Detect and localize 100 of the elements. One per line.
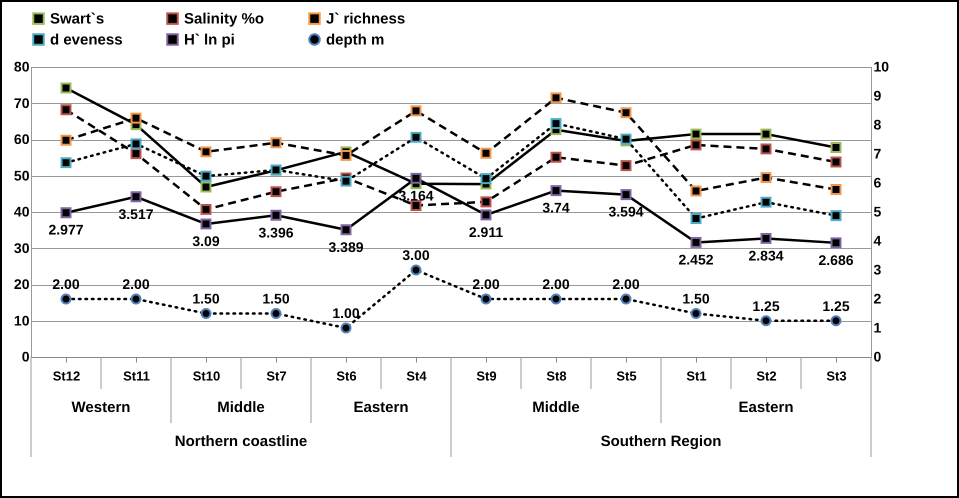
y2-tick-label: 9 [874,88,882,104]
point [480,294,492,304]
point [550,185,562,196]
point [270,210,282,221]
x-tick-label: St1 [686,368,707,384]
point [830,184,842,195]
y2-tick-label: 5 [874,204,882,220]
y-tick-label: 40 [14,204,30,220]
point [340,150,352,161]
data-label: 2.00 [122,276,150,292]
point [830,156,842,168]
point [830,142,842,153]
y2-tick-label: 7 [874,146,882,162]
x-tick-label: St7 [266,368,287,384]
legend-label: H` ln pi [184,32,235,48]
point [480,148,492,159]
data-label: 1.25 [822,298,850,314]
x-tick-label: St8 [546,368,567,384]
point [410,132,422,143]
point [60,207,72,218]
x-tick-label: St4 [406,368,428,384]
y-tick-label: 80 [14,58,30,74]
text: Southern Region [600,433,722,450]
y2-tick-label: 2 [874,290,882,306]
point [620,294,632,304]
point [130,138,142,150]
data-label: 1.50 [192,290,220,306]
y2-tick-label: 10 [874,58,890,74]
point [760,232,772,244]
x-tick-label: St5 [616,368,637,384]
y-tick-label: 10 [14,312,30,328]
y-tick-label: 20 [14,276,30,292]
y-tick-label: 70 [14,94,30,111]
point [270,137,282,148]
point [690,308,702,319]
point [60,294,72,304]
point [760,315,772,326]
y-tick-label: 50 [14,167,30,184]
annotation: 3.517 [118,206,154,222]
annotation: 3.164 [398,187,434,204]
point [550,92,562,104]
annotation: 3.74 [542,200,570,216]
point [620,160,632,172]
point [130,191,142,202]
point [690,213,702,224]
point [480,173,492,184]
point [410,105,422,116]
y-tick-label: 30 [14,240,30,256]
point [200,204,212,215]
data-label: 2.00 [612,276,640,292]
y2-tick-label: 4 [874,232,882,248]
point [130,294,142,304]
point [690,139,702,150]
text: Eastern [738,399,794,416]
y-tick-label: 0 [22,348,30,364]
point [130,148,142,160]
point [550,152,562,163]
point [760,143,772,154]
annotation: 3.389 [328,238,364,255]
annotation: 3.396 [258,224,294,240]
data-label: 3.00 [402,247,430,263]
y-tick-label: 60 [14,131,30,147]
legend-label: Swart`s [50,10,104,28]
text: Northern coastline [174,433,308,450]
legend-label: J` richness [326,10,406,28]
point [690,128,702,140]
y2-tick-label: 6 [874,174,882,190]
x-tick-label: St10 [192,368,220,384]
annotation: 3.09 [192,232,220,249]
point [60,82,72,94]
point [690,186,702,196]
annotation: 2.977 [48,222,84,238]
data-label: 1.50 [262,290,290,306]
point [200,308,212,319]
annotation: 3.594 [608,204,644,220]
point [690,236,702,248]
point [620,189,632,200]
x-tick-label: St11 [123,368,150,384]
point [270,308,282,319]
y2-tick-label: 0 [874,348,882,364]
x-tick-label: St12 [52,368,80,384]
point [830,210,842,222]
point [830,315,842,326]
point [480,209,492,220]
x-tick-label: St3 [826,368,847,384]
point [340,322,352,334]
point [130,112,142,124]
point [760,196,772,208]
data-label: 1.25 [752,298,780,314]
text: Eastern [353,399,409,416]
data-label: 2.00 [542,276,570,292]
y2-tick-label: 3 [874,262,882,278]
annotation: 2.686 [818,252,854,268]
annotation: 2.911 [468,224,504,240]
legend-label: Salinity %o [184,10,264,28]
point [550,294,562,304]
point [200,170,212,182]
point [760,172,772,184]
y2-tick-label: 8 [874,116,882,132]
x-tick-label: St6 [336,368,357,384]
